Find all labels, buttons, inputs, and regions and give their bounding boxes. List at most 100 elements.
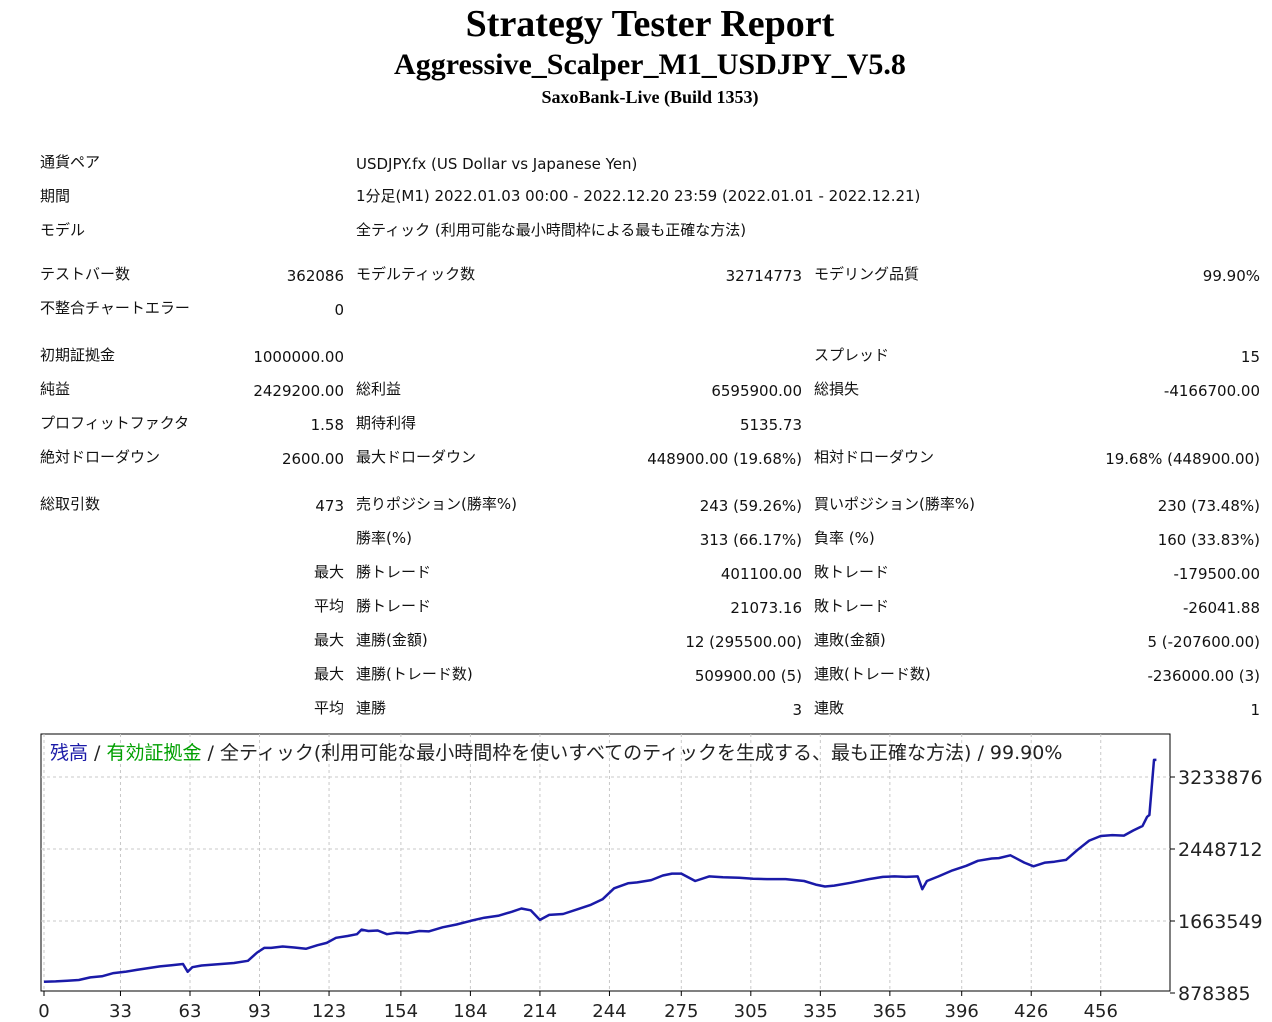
legend-separator: / xyxy=(88,742,106,764)
absolute-drawdown-label: 絶対ドローダウン xyxy=(40,448,161,466)
y-tick-label: 878385 xyxy=(1178,983,1251,1005)
max-label-3: 最大 xyxy=(313,665,344,683)
deposit-label: 初期証拠金 xyxy=(40,346,116,364)
largest-win-value: 401100.00 xyxy=(720,565,802,583)
gross-profit-value: 6595900.00 xyxy=(711,382,802,400)
quality-label: モデリング品質 xyxy=(814,265,920,283)
x-tick-label: 154 xyxy=(384,1001,418,1022)
short-positions-label: 売りポジション(勝率%) xyxy=(356,495,517,513)
avg-consec-wins-value: 3 xyxy=(792,701,802,719)
x-tick-label: 184 xyxy=(453,1001,487,1022)
model-label: モデル xyxy=(40,221,86,239)
ticks-value: 32714773 xyxy=(725,267,802,285)
symbol-label: 通貨ペア xyxy=(40,153,101,171)
legend-balance: 残高 xyxy=(50,742,88,764)
consec-losses-count-label: 連敗(トレード数) xyxy=(814,665,931,683)
spread-value: 15 xyxy=(1240,348,1260,366)
relative-drawdown-value: 19.68% (448900.00) xyxy=(1105,450,1260,468)
spread-label: スプレッド xyxy=(814,346,890,364)
profit-factor-value: 1.58 xyxy=(310,416,344,434)
consec-wins-amount-value: 12 (295500.00) xyxy=(685,633,802,651)
average-label-2: 平均 xyxy=(313,699,344,717)
consec-wins-amount-label: 連勝(金額) xyxy=(356,631,428,649)
max-label: 最大 xyxy=(313,563,344,581)
x-tick-label: 275 xyxy=(664,1001,698,1022)
relative-drawdown-label: 相対ドローダウン xyxy=(814,448,935,466)
x-tick-label: 0 xyxy=(38,1001,49,1022)
largest-win-label: 勝トレード xyxy=(356,563,432,581)
average-loss-label: 敗トレード xyxy=(814,597,890,615)
largest-loss-value: -179500.00 xyxy=(1173,565,1260,583)
errors-value: 0 xyxy=(334,301,344,319)
balance-series-line xyxy=(43,758,1157,984)
period-value: 1分足(M1) 2022.01.03 00:00 - 2022.12.20 23… xyxy=(356,187,921,205)
ticks-label: モデルティック数 xyxy=(356,265,476,283)
maximal-drawdown-value: 448900.00 (19.68%) xyxy=(647,450,802,468)
x-tick-label: 456 xyxy=(1084,1001,1118,1022)
x-tick-label: 305 xyxy=(734,1001,768,1022)
expert-name: Aggressive_Scalper_M1_USDJPY_V5.8 xyxy=(394,48,906,81)
total-trades-label: 総取引数 xyxy=(40,495,101,513)
x-tick-label: 426 xyxy=(1014,1001,1048,1022)
win-rate-value: 313 (66.17%) xyxy=(699,531,802,549)
chart-plot-area xyxy=(40,733,1171,992)
chart-description: / 全ティック(利用可能な最小時間枠を使いすべてのティックを生成する、最も正確な… xyxy=(202,742,1063,764)
gross-loss-value: -4166700.00 xyxy=(1163,382,1260,400)
net-profit-value: 2429200.00 xyxy=(253,382,344,400)
avg-consec-wins-label: 連勝 xyxy=(356,699,387,717)
quality-value: 99.90% xyxy=(1202,267,1260,285)
consec-losses-amount-value: 5 (-207600.00) xyxy=(1147,633,1260,651)
chart-header: 残高 / 有効証拠金 / 全ティック(利用可能な最小時間枠を使いすべてのティック… xyxy=(50,742,1062,764)
loss-rate-value: 160 (33.83%) xyxy=(1157,531,1260,549)
expected-payoff-value: 5135.73 xyxy=(739,416,802,434)
long-positions-value: 230 (73.48%) xyxy=(1157,497,1260,515)
bars-value: 362086 xyxy=(286,267,344,285)
x-tick-label: 365 xyxy=(873,1001,907,1022)
gross-profit-label: 総利益 xyxy=(356,380,402,398)
average-loss-value: -26041.88 xyxy=(1183,599,1260,617)
consec-losses-count-value: -236000.00 (3) xyxy=(1147,667,1260,685)
model-value: 全ティック (利用可能な最小時間枠による最も正確な方法) xyxy=(356,221,747,239)
x-tick-label: 396 xyxy=(945,1001,979,1022)
consec-wins-count-value: 509900.00 (5) xyxy=(694,667,802,685)
short-positions-value: 243 (59.26%) xyxy=(699,497,802,515)
long-positions-label: 買いポジション(勝率%) xyxy=(814,495,975,513)
server-build: SaxoBank-Live (Build 1353) xyxy=(541,87,759,107)
bars-label: テストバー数 xyxy=(40,265,131,283)
y-tick-label: 1663549 xyxy=(1178,911,1263,933)
chart-ticks: 0 33 63 93 123 154 184 214 244 275 305 335 365 396 426… xyxy=(38,767,1262,1022)
consec-wins-count-label: 連勝(トレード数) xyxy=(356,665,473,683)
net-profit-label: 純益 xyxy=(40,380,71,398)
chart-grid xyxy=(41,734,1170,991)
x-tick-label: 93 xyxy=(248,1001,271,1022)
x-tick-label: 63 xyxy=(179,1001,202,1022)
period-label: 期間 xyxy=(40,187,71,205)
win-rate-label: 勝率(%) xyxy=(356,529,412,547)
symbol-value: USDJPY.fx (US Dollar vs Japanese Yen) xyxy=(356,155,638,173)
x-tick-label: 214 xyxy=(523,1001,557,1022)
average-label: 平均 xyxy=(313,597,344,615)
errors-label: 不整合チャートエラー xyxy=(40,299,190,317)
legend-equity: 有効証拠金 xyxy=(107,742,202,764)
x-tick-label: 33 xyxy=(109,1001,132,1022)
avg-consec-losses-value: 1 xyxy=(1250,701,1260,719)
balance-chart: 0 33 63 93 123 154 184 214 244 275 305 335 365 396 426… xyxy=(38,733,1263,1022)
deposit-value: 1000000.00 xyxy=(253,348,344,366)
y-tick-label: 2448712 xyxy=(1178,839,1263,861)
average-win-label: 勝トレード xyxy=(356,597,432,615)
max-label-2: 最大 xyxy=(313,631,344,649)
total-trades-value: 473 xyxy=(315,497,344,515)
loss-rate-label: 負率 (%) xyxy=(814,529,875,547)
avg-consec-losses-label: 連敗 xyxy=(814,699,845,717)
report-title: Strategy Tester Report xyxy=(465,3,835,45)
gross-loss-label: 総損失 xyxy=(814,380,860,398)
y-tick-label: 3233876 xyxy=(1178,767,1263,789)
x-tick-label: 335 xyxy=(803,1001,837,1022)
maximal-drawdown-label: 最大ドローダウン xyxy=(356,448,477,466)
profit-factor-label: プロフィットファクタ xyxy=(40,414,190,432)
consec-losses-amount-label: 連敗(金額) xyxy=(814,631,886,649)
average-win-value: 21073.16 xyxy=(730,599,802,617)
largest-loss-label: 敗トレード xyxy=(814,563,890,581)
x-tick-label: 123 xyxy=(312,1001,346,1022)
x-tick-label: 244 xyxy=(592,1001,626,1022)
